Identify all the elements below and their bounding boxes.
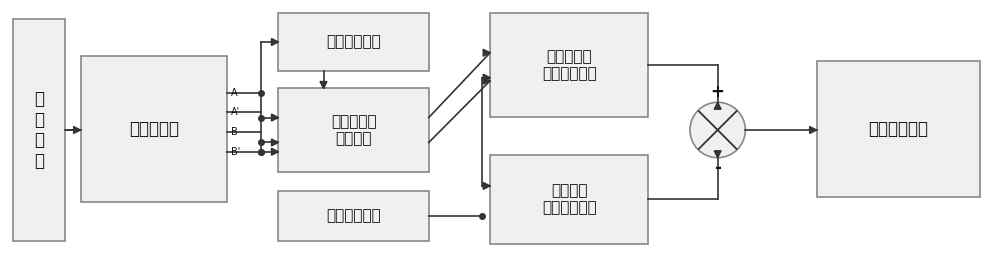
Circle shape xyxy=(690,102,745,158)
Text: 输出转换电路: 输出转换电路 xyxy=(868,120,928,138)
Bar xyxy=(490,13,648,117)
Text: 温度测量电路: 温度测量电路 xyxy=(326,209,381,224)
Text: B: B xyxy=(231,127,238,137)
Polygon shape xyxy=(714,102,721,109)
Text: B': B' xyxy=(231,147,240,157)
Polygon shape xyxy=(271,139,278,146)
Polygon shape xyxy=(271,38,278,45)
Bar xyxy=(490,155,648,244)
Polygon shape xyxy=(483,74,490,81)
Polygon shape xyxy=(714,151,721,158)
Bar xyxy=(81,56,227,202)
Polygon shape xyxy=(320,82,327,88)
Text: A: A xyxy=(231,88,238,98)
Text: 被
测
导
体: 被 测 导 体 xyxy=(34,90,44,170)
Polygon shape xyxy=(810,127,817,133)
Text: +: + xyxy=(711,83,725,101)
Polygon shape xyxy=(271,148,278,155)
Text: -: - xyxy=(714,159,721,177)
Polygon shape xyxy=(483,49,490,56)
Text: 阻抗变换及
检测电路: 阻抗变换及 检测电路 xyxy=(331,114,376,146)
Bar xyxy=(13,19,65,241)
Text: 集成传感器: 集成传感器 xyxy=(129,120,179,138)
Text: 温漂偏置
自动校正电路: 温漂偏置 自动校正电路 xyxy=(542,183,597,216)
Polygon shape xyxy=(271,114,278,121)
Text: 温漂灵敏度
自动校正电路: 温漂灵敏度 自动校正电路 xyxy=(542,49,597,81)
Bar xyxy=(278,13,429,71)
Polygon shape xyxy=(483,77,490,84)
Bar xyxy=(817,61,980,197)
Text: A': A' xyxy=(231,107,240,117)
Polygon shape xyxy=(483,183,490,189)
Text: 高频振荡电路: 高频振荡电路 xyxy=(326,35,381,49)
Polygon shape xyxy=(74,127,81,133)
Bar xyxy=(278,88,429,172)
Bar xyxy=(278,191,429,241)
